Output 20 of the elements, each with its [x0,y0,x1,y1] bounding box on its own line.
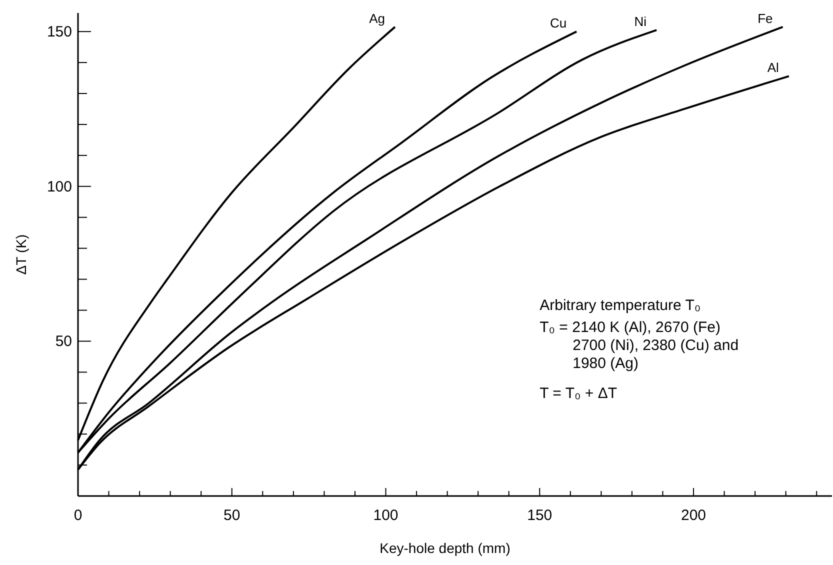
series-label: Ni [634,14,647,30]
y-tick-label: 100 [46,178,72,196]
y-tick-label: 150 [46,24,72,41]
series-label: Ag [369,10,385,26]
annotation: T = T₀ + ΔT [540,385,618,402]
series-label: Cu [550,16,567,31]
x-tick-label: 100 [373,507,398,524]
series-label: Al [767,60,780,76]
annotation: T₀ = 2140 K (Al), 2670 (Fe) [540,319,721,336]
x-tick-label: 150 [527,507,552,524]
annotation: Arbitrary temperature T₀ [540,297,701,314]
x-tick-label: 200 [680,507,706,524]
series-label: Fe [758,10,773,26]
annotation: 1980 (Ag) [572,355,639,372]
y-tick-label: 50 [55,333,72,350]
y-axis-title: ΔT (K) [13,234,29,275]
x-tick-label: 50 [224,507,240,524]
x-axis-title: Key-hole depth (mm) [380,540,510,556]
annotation: 2700 (Ni), 2380 (Cu) and [572,337,739,354]
x-tick-label: 0 [74,507,82,524]
